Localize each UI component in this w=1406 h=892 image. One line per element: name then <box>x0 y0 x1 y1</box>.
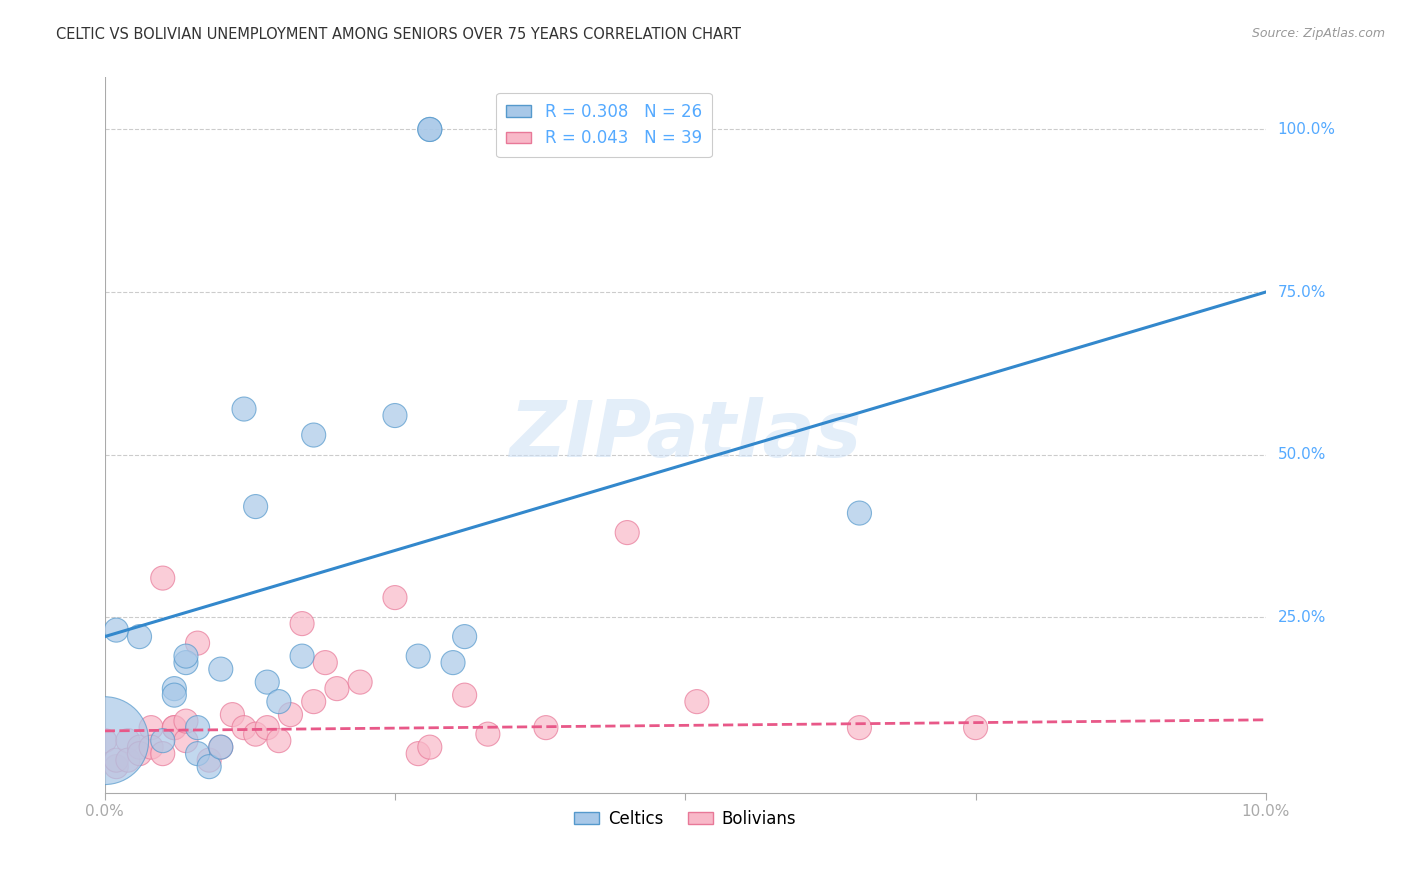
Text: 75.0%: 75.0% <box>1278 285 1326 300</box>
Point <box>93 733 115 747</box>
Point <box>384 409 406 423</box>
Point <box>209 740 232 755</box>
Point <box>477 727 499 741</box>
Text: CELTIC VS BOLIVIAN UNEMPLOYMENT AMONG SENIORS OVER 75 YEARS CORRELATION CHART: CELTIC VS BOLIVIAN UNEMPLOYMENT AMONG SE… <box>56 27 741 42</box>
Point <box>198 753 221 767</box>
Point <box>280 707 302 722</box>
Legend: Celtics, Bolivians: Celtics, Bolivians <box>568 803 803 834</box>
Point <box>163 681 186 696</box>
Point <box>302 695 325 709</box>
Point <box>174 733 197 747</box>
Point <box>245 500 267 514</box>
Point <box>209 662 232 676</box>
Point <box>187 636 209 650</box>
Point <box>163 688 186 702</box>
Point <box>174 714 197 728</box>
Point <box>291 649 314 664</box>
Point <box>221 707 243 722</box>
Text: 25.0%: 25.0% <box>1278 609 1326 624</box>
Point <box>848 721 870 735</box>
Point <box>152 571 174 585</box>
Point <box>314 656 336 670</box>
Point <box>406 747 429 761</box>
Text: 100.0%: 100.0% <box>1278 122 1336 137</box>
Point <box>453 630 475 644</box>
Point <box>187 747 209 761</box>
Point <box>302 428 325 442</box>
Point <box>128 740 150 755</box>
Point <box>256 675 278 690</box>
Point <box>105 759 128 773</box>
Point <box>128 630 150 644</box>
Point <box>139 740 162 755</box>
Point <box>117 753 139 767</box>
Point <box>848 506 870 520</box>
Text: ZIPatlas: ZIPatlas <box>509 397 862 473</box>
Point <box>534 721 557 735</box>
Point <box>198 759 221 773</box>
Point <box>128 747 150 761</box>
Point <box>152 733 174 747</box>
Point <box>93 733 115 747</box>
Point <box>117 733 139 747</box>
Point <box>326 681 349 696</box>
Point <box>256 721 278 735</box>
Point <box>163 721 186 735</box>
Point <box>233 721 256 735</box>
Point <box>686 695 709 709</box>
Point <box>965 721 987 735</box>
Point <box>267 695 290 709</box>
Point <box>616 525 638 540</box>
Point <box>233 402 256 417</box>
Point <box>441 656 464 670</box>
Point <box>152 747 174 761</box>
Point <box>419 740 441 755</box>
Point <box>419 122 441 136</box>
Point <box>105 623 128 637</box>
Point <box>453 688 475 702</box>
Point <box>139 721 162 735</box>
Point <box>245 727 267 741</box>
Point <box>209 740 232 755</box>
Text: Source: ZipAtlas.com: Source: ZipAtlas.com <box>1251 27 1385 40</box>
Point <box>187 721 209 735</box>
Point <box>349 675 371 690</box>
Point <box>406 649 429 664</box>
Point <box>174 649 197 664</box>
Point <box>419 122 441 136</box>
Text: 50.0%: 50.0% <box>1278 447 1326 462</box>
Point <box>291 616 314 631</box>
Point <box>384 591 406 605</box>
Point <box>174 656 197 670</box>
Point <box>105 753 128 767</box>
Point <box>163 721 186 735</box>
Point <box>267 733 290 747</box>
